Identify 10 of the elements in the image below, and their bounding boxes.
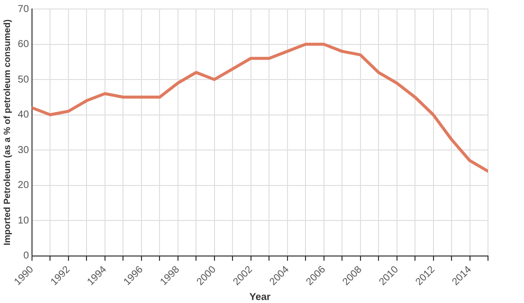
y-tick-label: 10 [18,215,30,226]
y-tick-label: 40 [18,110,30,121]
x-axis-title: Year [249,292,271,303]
y-tick-label: 20 [18,180,30,192]
y-tick-label: 50 [18,74,30,86]
y-tick-label: 60 [18,39,30,50]
y-tick-label: 70 [18,4,30,15]
y-tick-label: 30 [18,144,30,156]
y-tick-label: 0 [23,250,30,262]
y-axis-title: Imported Petroleum (as a % of petroleum consumed) [2,19,12,246]
